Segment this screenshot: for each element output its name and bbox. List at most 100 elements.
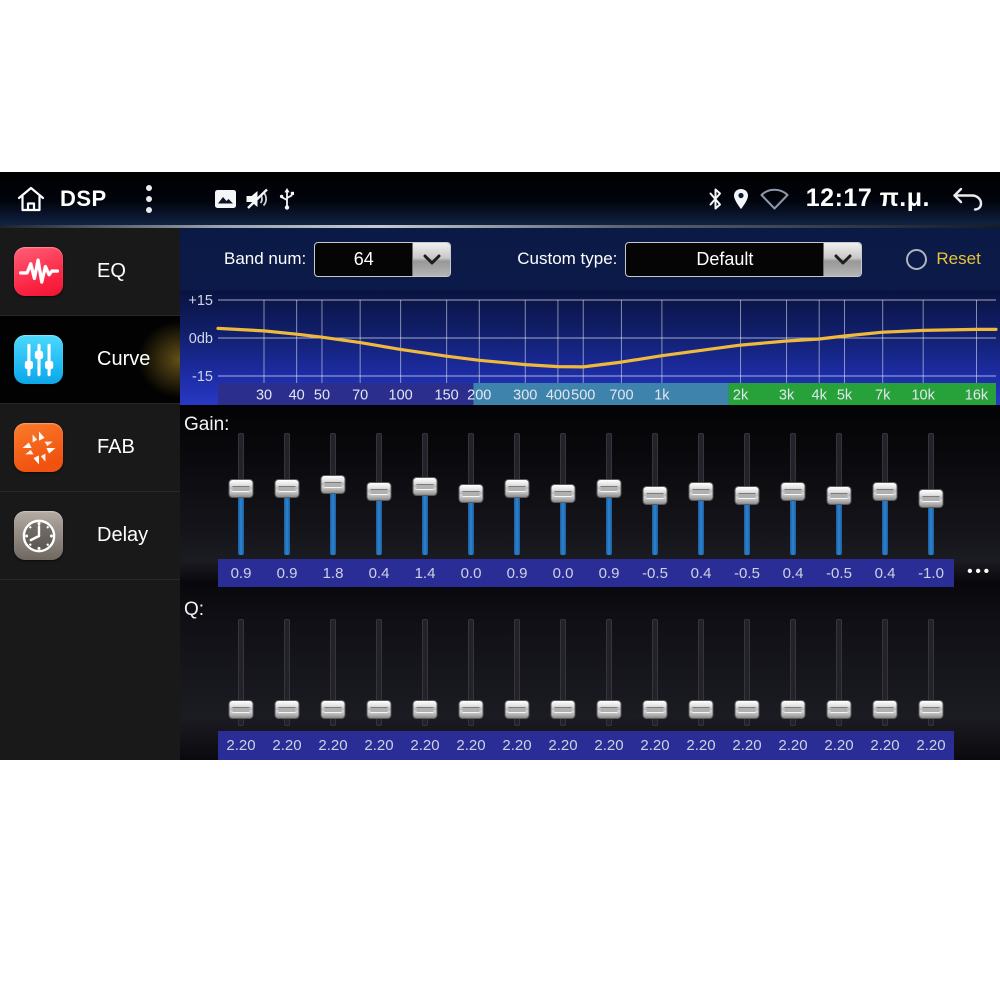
- svg-text:5k: 5k: [837, 388, 853, 404]
- sliders-icon: [14, 335, 63, 384]
- band-num-value: 64: [353, 248, 374, 269]
- band-num-select[interactable]: 64: [314, 241, 452, 277]
- sidebar-item-fab[interactable]: FAB: [0, 404, 180, 492]
- q-slider-thumb[interactable]: [550, 700, 576, 720]
- gain-slider-thumb[interactable]: [872, 481, 898, 501]
- gain-value: 1.8: [322, 564, 344, 582]
- q-slider-thumb[interactable]: [596, 700, 622, 720]
- gain-section-label: Gain:: [184, 414, 230, 435]
- q-value: 2.20: [778, 737, 808, 754]
- gain-slider-thumb[interactable]: [366, 481, 392, 501]
- photo-icon: [214, 189, 236, 208]
- home-button[interactable]: [16, 185, 46, 213]
- q-slider-thumb[interactable]: [918, 700, 944, 720]
- status-bar: DSP: [0, 172, 1000, 225]
- gain-slider-thumb[interactable]: [688, 481, 714, 501]
- sidebar-item-curve[interactable]: Curve: [0, 316, 180, 404]
- sidebar: EQ Curve: [0, 228, 180, 760]
- q-slider-track: [928, 619, 934, 726]
- app-title: DSP: [60, 185, 107, 211]
- q-slider-thumb[interactable]: [366, 700, 392, 720]
- gain-slider-thumb[interactable]: [596, 479, 622, 498]
- gain-slider-thumb[interactable]: [274, 479, 300, 498]
- gain-more-button[interactable]: •••: [967, 563, 992, 580]
- q-value: 2.20: [364, 737, 394, 754]
- svg-text:50: 50: [314, 388, 330, 404]
- q-slider-thumb[interactable]: [320, 700, 346, 720]
- bluetooth-icon: [708, 187, 723, 211]
- q-slider-thumb[interactable]: [642, 700, 668, 720]
- q-slider: [356, 617, 402, 730]
- q-slider-track: [376, 619, 382, 726]
- q-slider-track: [514, 619, 520, 726]
- gain-value: -1.0: [918, 564, 944, 582]
- gain-slider: [908, 431, 954, 559]
- svg-text:0db: 0db: [189, 331, 213, 347]
- gain-slider-thumb[interactable]: [918, 488, 944, 508]
- q-slider: [724, 617, 770, 730]
- gain-value: 0.4: [782, 564, 804, 582]
- gain-slider-thumb[interactable]: [550, 483, 576, 503]
- q-slider: [218, 617, 264, 730]
- q-value: 2.20: [870, 737, 900, 754]
- q-slider-thumb[interactable]: [458, 700, 484, 720]
- q-slider-track: [238, 619, 244, 726]
- q-slider-thumb[interactable]: [504, 700, 530, 720]
- q-slider-row: [218, 617, 954, 730]
- svg-text:500: 500: [571, 388, 595, 404]
- location-icon: [733, 188, 749, 210]
- overflow-menu-button[interactable]: [145, 184, 153, 214]
- svg-text:100: 100: [389, 388, 413, 404]
- q-slider-thumb[interactable]: [826, 700, 852, 720]
- sidebar-item-eq[interactable]: EQ: [0, 228, 180, 316]
- reset-label: Reset: [936, 249, 981, 268]
- q-value: 2.20: [824, 737, 854, 754]
- gain-slider-fill: [560, 493, 566, 555]
- gain-slider-thumb[interactable]: [780, 481, 806, 501]
- gain-slider: [356, 431, 402, 559]
- sidebar-item-delay[interactable]: Delay: [0, 492, 180, 580]
- eq-waveform-icon: [14, 247, 63, 296]
- q-slider-thumb[interactable]: [688, 700, 714, 720]
- gain-slider-fill: [514, 488, 520, 555]
- gain-value: 0.4: [690, 564, 712, 582]
- gain-slider-thumb[interactable]: [504, 479, 530, 498]
- q-slider-thumb[interactable]: [412, 700, 438, 720]
- q-slider-thumb[interactable]: [228, 700, 254, 720]
- q-slider-track: [422, 619, 428, 726]
- gain-slider: [724, 431, 770, 559]
- q-slider-thumb[interactable]: [274, 700, 300, 720]
- gain-slider-thumb[interactable]: [734, 486, 760, 505]
- pinwheel-icon: [14, 423, 63, 472]
- gain-slider-thumb[interactable]: [642, 486, 668, 505]
- clock-time: 12:17 π.μ.: [805, 184, 930, 212]
- q-slider-track: [836, 619, 842, 726]
- gain-slider: [540, 431, 586, 559]
- q-value: 2.20: [916, 737, 946, 754]
- reset-button[interactable]: Reset: [906, 248, 981, 270]
- custom-type-select[interactable]: Default: [625, 241, 863, 277]
- gain-slider-thumb[interactable]: [320, 474, 346, 494]
- gain-slider-thumb[interactable]: [826, 486, 852, 505]
- main-panel: Band num: 64 Custom type: Default Re: [180, 228, 1000, 760]
- gain-value: 0.9: [598, 564, 620, 582]
- gain-slider: [264, 431, 310, 559]
- q-slider: [770, 617, 816, 730]
- reset-radio-icon: [906, 248, 928, 270]
- q-slider-thumb[interactable]: [734, 700, 760, 720]
- volume-muted-icon: [245, 188, 270, 210]
- q-value: 2.20: [548, 737, 578, 754]
- q-slider-thumb[interactable]: [872, 700, 898, 720]
- gain-slider-fill: [468, 493, 474, 555]
- gain-slider-thumb[interactable]: [412, 476, 438, 496]
- q-value-strip: 2.20 2.20 2.20 2.20 2.20 2.20 2.20 2.20 2.20 2.20…: [218, 731, 954, 760]
- svg-text:3k: 3k: [779, 388, 795, 404]
- svg-text:40: 40: [289, 388, 305, 404]
- q-slider: [908, 617, 954, 730]
- svg-text:+15: +15: [188, 293, 213, 309]
- gain-value-strip: 0.9 0.9 1.8 0.4 1.4 0.0 0.9 0.0 0.9 -0.5 0.4 -0.5 0.…: [218, 559, 954, 587]
- gain-slider-thumb[interactable]: [458, 483, 484, 503]
- gain-slider-thumb[interactable]: [228, 479, 254, 498]
- q-slider-thumb[interactable]: [780, 700, 806, 720]
- back-button[interactable]: [950, 186, 984, 212]
